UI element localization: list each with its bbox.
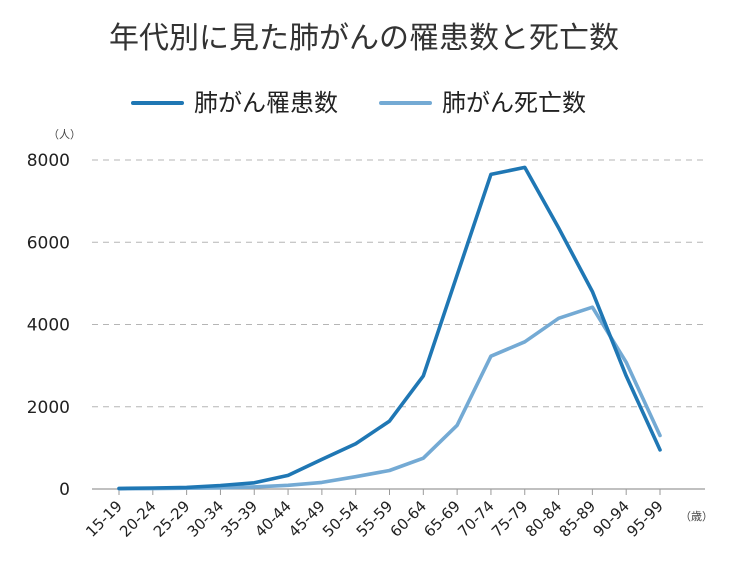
x-tick-label: 80-84 [522,497,566,541]
legend: 肺がん罹患数 肺がん死亡数 [131,89,586,117]
x-tick-label: 75-79 [488,497,532,541]
x-tick-label: 15-19 [82,497,126,541]
series-lines [117,165,662,491]
x-tick-label: 65-69 [420,497,464,541]
x-tick-label: 90-94 [589,497,633,541]
legend-label-incidence: 肺がん罹患数 [194,89,338,117]
series-line-deaths [117,305,662,491]
x-tick-label: 35-39 [218,497,262,541]
y-tick-label: 2000 [27,398,70,418]
x-tick-label: 50-54 [319,497,363,541]
x-tick-label: 40-44 [251,497,295,541]
chart-title: 年代別に見た肺がんの罹患数と死亡数 [109,21,619,56]
y-tick-label: 8000 [27,151,70,171]
x-axis-ticks: 15-1920-2425-2930-3435-3940-4445-4950-54… [82,489,667,541]
x-tick-label: 20-24 [116,497,160,541]
x-tick-label: 25-29 [150,497,194,541]
x-axis-unit: （歳） [680,510,713,523]
x-tick-label: 60-64 [387,497,431,541]
x-tick-label: 85-89 [556,497,600,541]
y-tick-label: 6000 [27,233,70,253]
y-axis-unit: （人） [48,128,81,141]
legend-label-deaths: 肺がん死亡数 [442,89,586,117]
x-tick-label: 30-34 [184,497,228,541]
y-tick-label: 4000 [27,316,70,336]
x-tick-label: 70-74 [454,497,498,541]
gridlines [92,159,705,490]
y-tick-label: 0 [59,480,70,500]
series-line-incidence [117,165,662,491]
x-tick-label: 55-59 [353,497,397,541]
x-tick-label: 45-49 [285,497,329,541]
y-axis-ticks: 0 2000 4000 6000 8000 [27,151,70,500]
x-tick-label: 95-99 [623,497,667,541]
